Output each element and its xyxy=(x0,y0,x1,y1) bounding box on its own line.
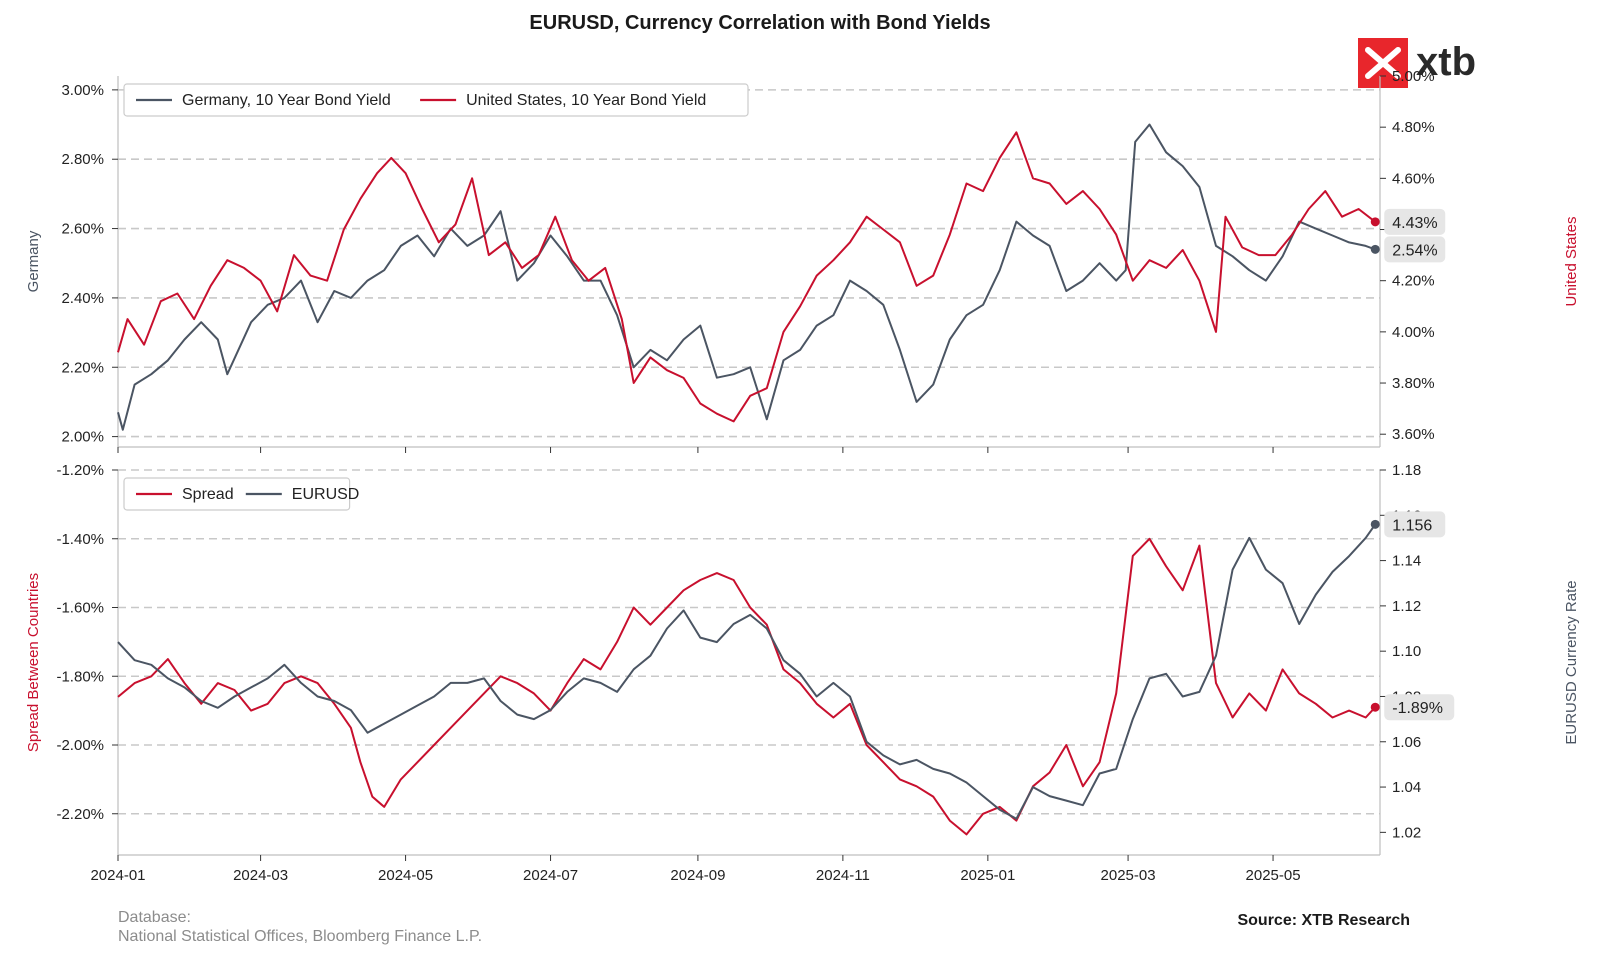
xtb-logo-text: xtb xyxy=(1416,40,1476,84)
right-tick-label: 3.60% xyxy=(1392,426,1435,443)
x-tick-label: 2025-05 xyxy=(1246,867,1301,884)
left-tick-label: 2.60% xyxy=(61,221,104,238)
x-tick-label: 2025-03 xyxy=(1101,867,1156,884)
last-value-dot xyxy=(1370,244,1380,254)
last-value-label: 2.54% xyxy=(1392,242,1437,259)
right-tick-label: 4.60% xyxy=(1392,170,1435,187)
left-axis-title: Germany xyxy=(25,230,42,292)
chart-title: EURUSD, Currency Correlation with Bond Y… xyxy=(529,12,991,34)
database-sources: National Statistical Offices, Bloomberg … xyxy=(118,928,483,945)
right-axis-title: EURUSD Currency Rate xyxy=(1563,580,1580,744)
right-tick-label: 1.02 xyxy=(1392,824,1421,841)
right-tick-label: 3.80% xyxy=(1392,375,1435,392)
x-tick-label: 2024-09 xyxy=(670,867,725,884)
series-line-eurusd xyxy=(117,523,1377,820)
last-value-box xyxy=(1384,694,1455,721)
x-tick-label: 2024-03 xyxy=(233,867,288,884)
panel-bottom: -2.20% -2.00% -1.80% -1.60% -1.40% -1.20% 1.02… xyxy=(25,462,1580,884)
last-value-label: -1.89% xyxy=(1392,700,1443,717)
left-tick-label: -1.80% xyxy=(56,668,104,685)
right-axis-title: United States xyxy=(1563,216,1580,306)
x-tick-label: 2024-05 xyxy=(378,867,433,884)
left-tick-label: 2.80% xyxy=(61,151,104,168)
last-value-box xyxy=(1384,511,1446,538)
last-value-box xyxy=(1384,236,1446,263)
series-line-united-states-10-year-bond-yield xyxy=(117,131,1376,423)
right-tick-label: 1.06 xyxy=(1392,734,1421,751)
database-note: Database: National Statistical Offices, … xyxy=(118,908,482,946)
xtb-logo: xtb xyxy=(1358,38,1496,88)
right-tick-label: 4.80% xyxy=(1392,119,1435,136)
legend-label: Germany, 10 Year Bond Yield xyxy=(182,92,391,109)
source-note: Source: XTB Research xyxy=(1237,912,1410,929)
x-tick-label: 2024-11 xyxy=(816,867,870,884)
panel-top: 2.00% 2.20% 2.40% 2.60% 2.80% 3.00% 3.60% 3.80%… xyxy=(25,68,1580,453)
left-tick-label: -2.20% xyxy=(56,806,104,823)
right-tick-label: 4.20% xyxy=(1392,273,1435,290)
left-tick-label: 3.00% xyxy=(61,82,104,99)
last-value-dot xyxy=(1370,702,1380,712)
last-value-dot xyxy=(1370,217,1380,227)
legend-label: United States, 10 Year Bond Yield xyxy=(466,92,706,109)
legend-box xyxy=(123,477,351,511)
left-tick-label: -1.60% xyxy=(56,600,104,617)
x-tick-label: 2024-01 xyxy=(90,867,145,884)
left-tick-label: -1.40% xyxy=(56,531,104,548)
right-tick-label: 1.04 xyxy=(1392,779,1421,796)
x-tick-label: 2024-07 xyxy=(523,867,578,884)
left-tick-label: 2.20% xyxy=(61,359,104,376)
left-tick-label: -2.00% xyxy=(56,737,104,754)
right-tick-label: 1.10 xyxy=(1392,643,1421,660)
right-tick-label: 5.00% xyxy=(1392,68,1435,85)
legend-label: EURUSD xyxy=(292,486,360,503)
series-line-germany-10-year-bond-yield xyxy=(117,123,1376,431)
database-label: Database: xyxy=(118,909,191,926)
last-value-label: 1.156 xyxy=(1392,517,1432,534)
last-value-label: 4.43% xyxy=(1392,215,1437,232)
right-tick-label: 1.14 xyxy=(1392,553,1421,570)
left-tick-label: 2.00% xyxy=(61,429,104,446)
left-tick-label: -1.20% xyxy=(56,462,104,479)
last-value-dot xyxy=(1370,519,1380,529)
left-axis-title: Spread Between Countries xyxy=(25,573,42,752)
right-tick-label: 1.12 xyxy=(1392,598,1421,615)
x-tick-label: 2025-01 xyxy=(960,867,1015,884)
right-tick-label: 1.18 xyxy=(1392,462,1421,479)
right-tick-label: 4.00% xyxy=(1392,324,1435,341)
legend-label: Spread xyxy=(182,486,234,503)
xtb-logo-mark-icon xyxy=(1358,38,1408,88)
last-value-box xyxy=(1384,208,1446,235)
left-tick-label: 2.40% xyxy=(61,290,104,307)
